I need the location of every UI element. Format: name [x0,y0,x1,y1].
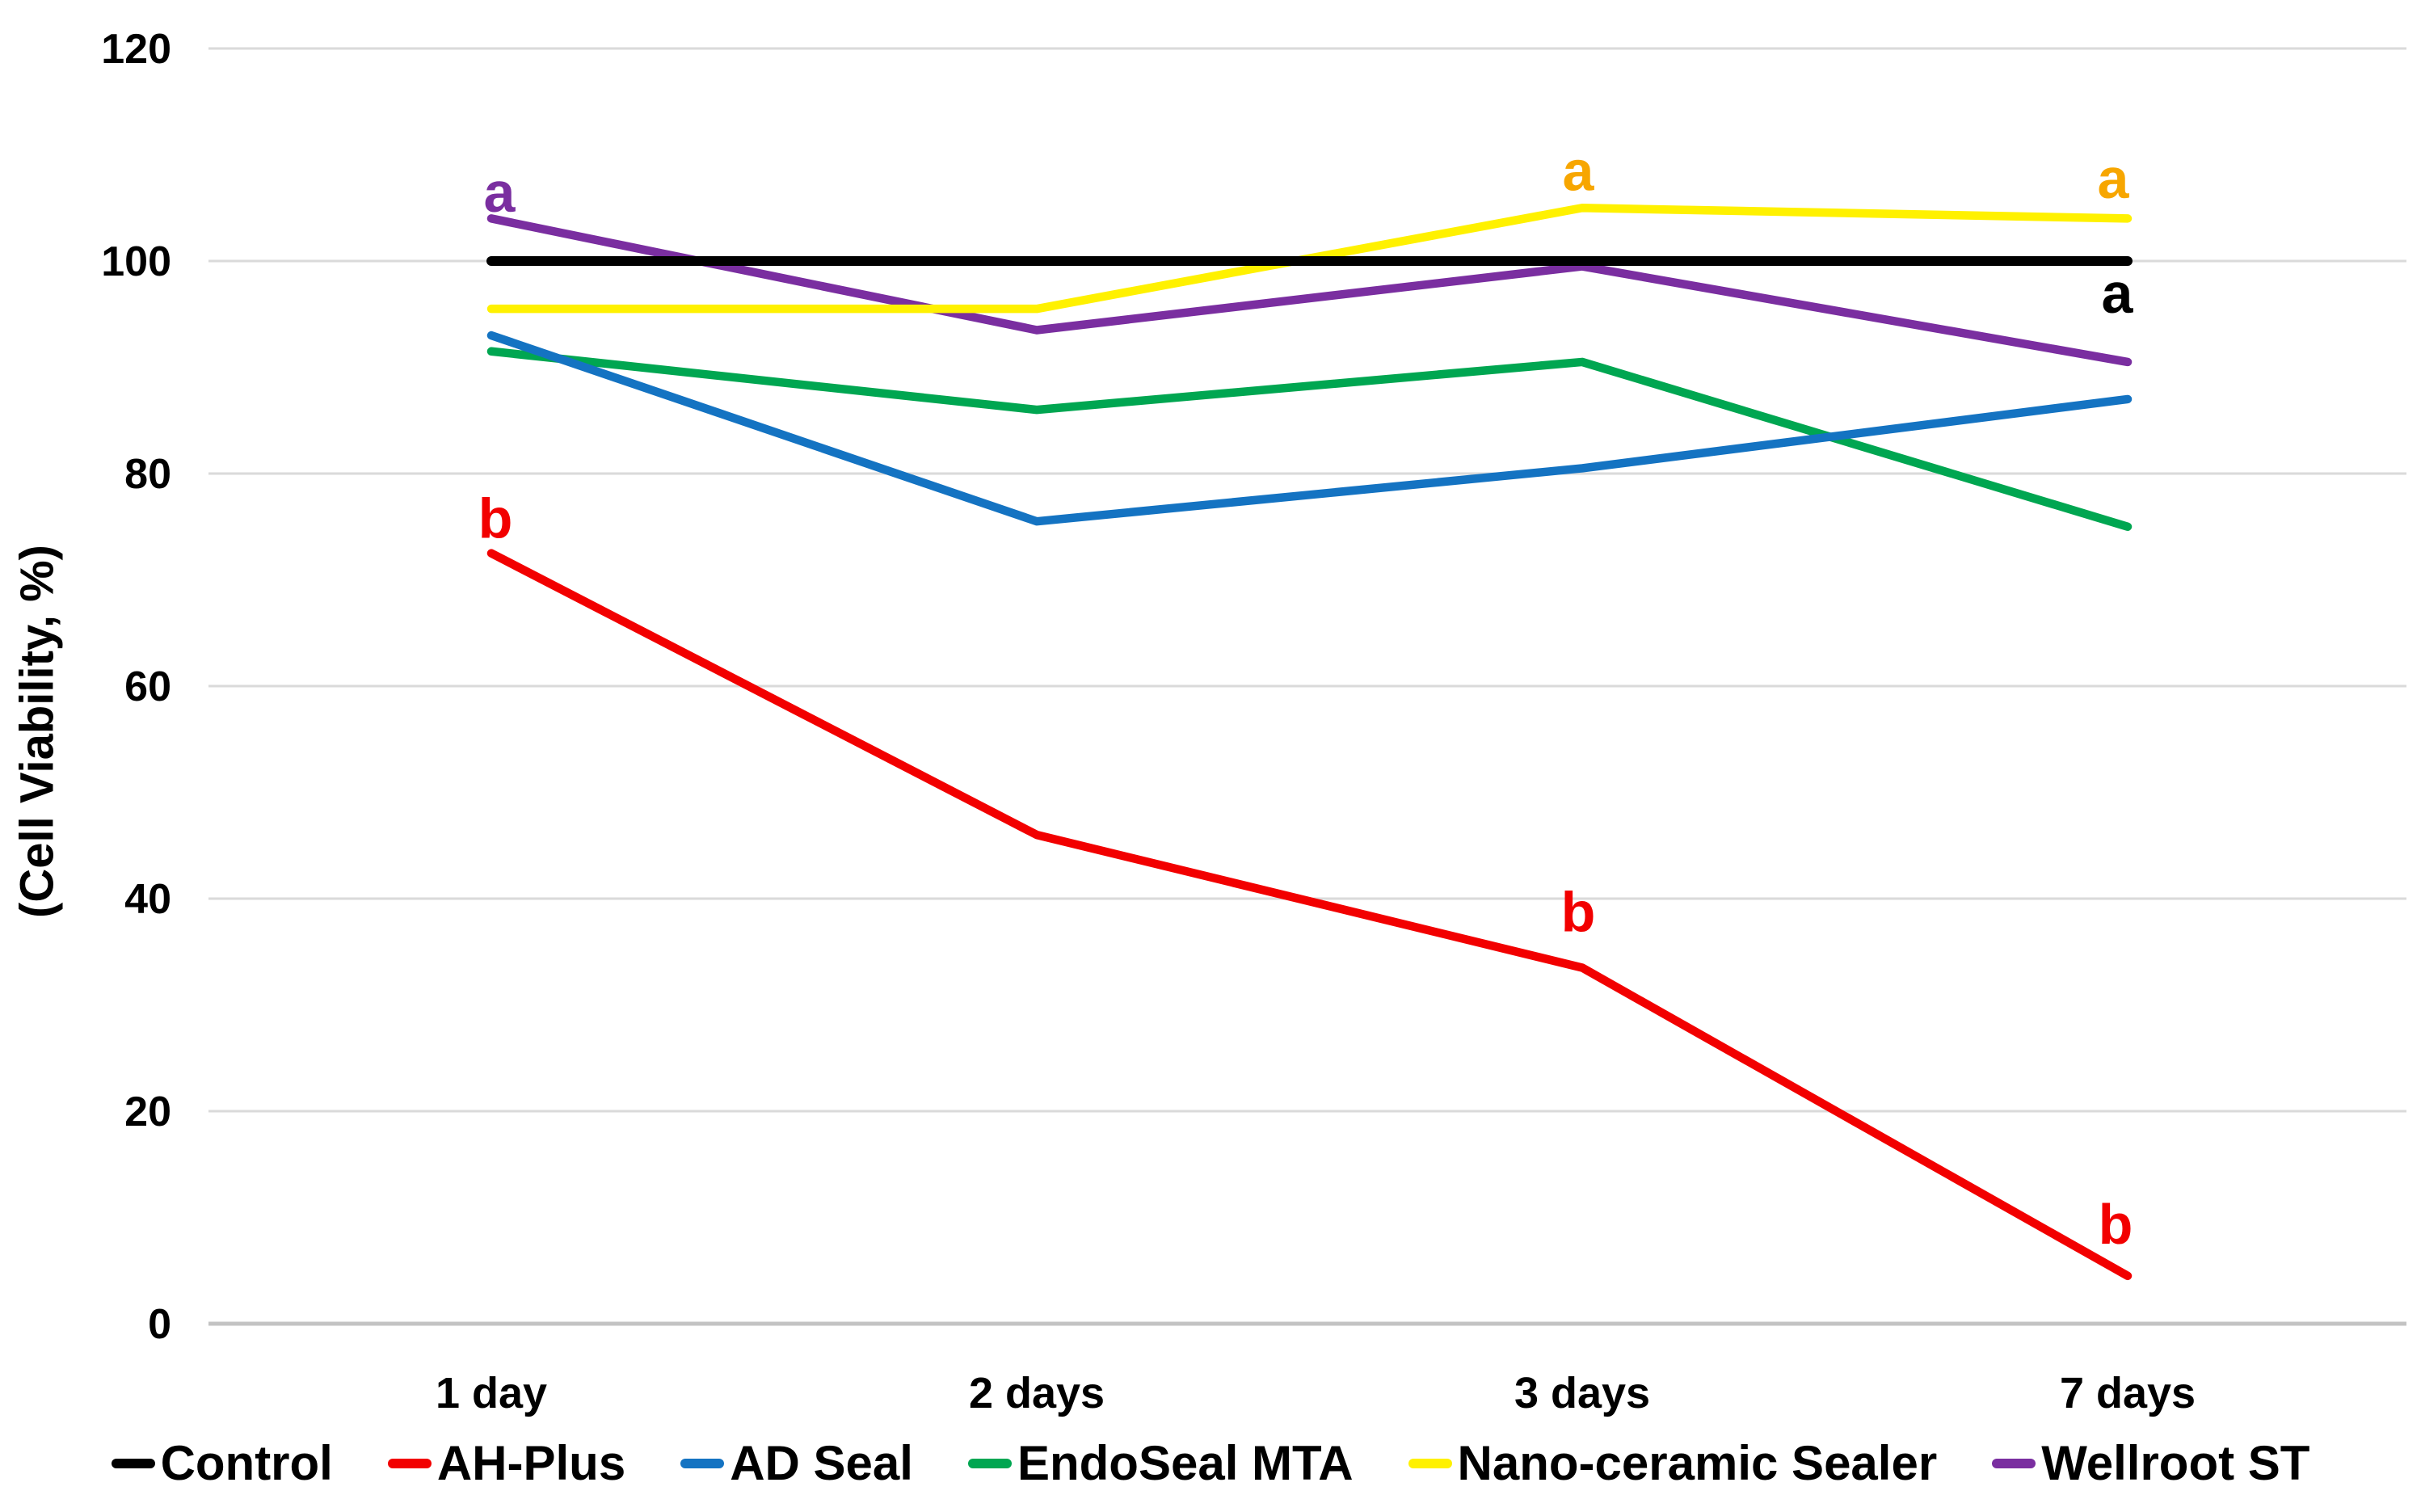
legend-color-dash [967,1458,1012,1468]
legend-item-ah-plus: AH-Plus [387,1435,626,1491]
legend-color-dash [1992,1458,2036,1468]
legend: Control AH-Plus AD Seal EndoSeal MTA Nano-ce… [0,1435,2421,1491]
legend-item-wellroot-st: Wellroot ST [1992,1435,2309,1491]
x-tick-label-2-days: 2 days [969,1369,1105,1417]
y-axis-title: (Cell Viability, %) [11,545,64,918]
y-tick-label-0: 0 [148,1301,171,1348]
legend-item-control: Control [111,1435,333,1491]
y-tick-label-120: 120 [101,26,171,73]
x-tick-label-3-days: 3 days [1514,1369,1650,1417]
annotation-a-5: a [2102,262,2134,325]
legend-label: AD Seal [730,1436,913,1490]
legend-label: Control [160,1436,333,1490]
legend-label: EndoSeal MTA [1017,1436,1354,1490]
y-tick-label-40: 40 [124,876,171,923]
series-line-ad-seal [486,331,2133,526]
annotation-a-4: a [2098,147,2130,210]
legend-label: AH-Plus [436,1436,626,1490]
series-line-endoseal-mta [486,347,2133,531]
annotation-a-2: a [1563,140,1595,203]
legend-color-dash [680,1458,725,1468]
x-tick-label-7-days: 7 days [2060,1369,2196,1417]
legend-item-ad-seal: AD Seal [680,1435,913,1491]
legend-label: Nano-ceramic Sealer [1457,1436,1938,1490]
y-tick-label-100: 100 [101,238,171,285]
annotation-b-3: b [1561,880,1596,943]
legend-item-nano-ceramic-sealer: Nano-ceramic Sealer [1408,1435,1938,1491]
legend-item-endoseal-mta: EndoSeal MTA [967,1435,1354,1491]
annotation-a-0: a [484,161,516,224]
legend-color-dash [1408,1458,1452,1468]
legend-color-dash [387,1458,432,1468]
y-tick-label-80: 80 [124,451,171,498]
series-line-ah-plus [486,549,2133,1281]
legend-color-dash [111,1458,155,1468]
x-tick-label-1-day: 1 day [436,1369,547,1417]
y-tick-label-20: 20 [124,1089,171,1135]
annotation-b-1: b [478,487,513,550]
legend-label: Wellroot ST [2041,1436,2310,1490]
y-tick-label-60: 60 [124,663,171,710]
annotation-b-6: b [2099,1193,2133,1256]
series-line-wellroot-st [486,214,2133,367]
